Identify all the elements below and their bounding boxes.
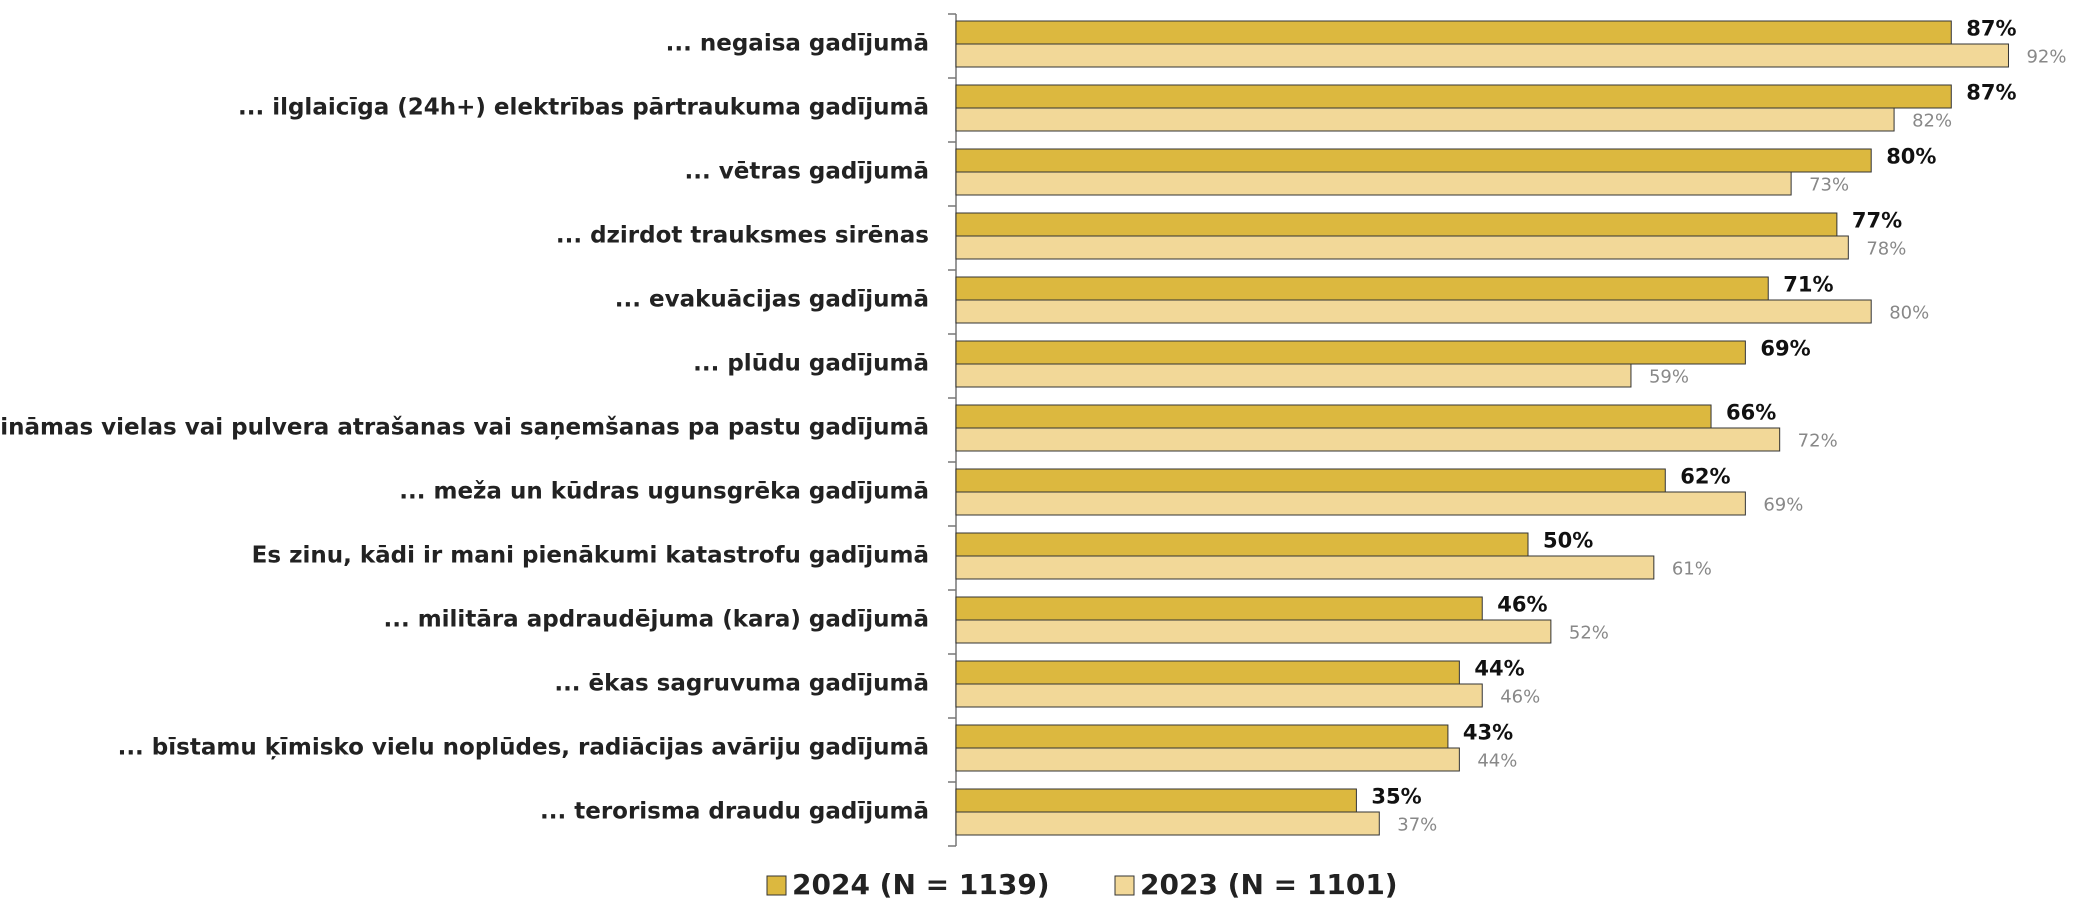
bar xyxy=(955,276,1769,301)
category-label: ... dzirdot trauksmes sirēnas xyxy=(556,223,929,249)
bar xyxy=(955,212,1838,237)
bar xyxy=(955,20,1952,45)
bar xyxy=(955,491,1746,516)
bar xyxy=(955,235,1849,260)
category-label: ... meža un kūdras ugunsgrēka gadījumā xyxy=(399,479,929,505)
value-label: 80% xyxy=(1886,145,1936,169)
legend-label: 2024 (N = 1139) xyxy=(792,868,1050,900)
value-label: 35% xyxy=(1371,785,1421,809)
value-label: 46% xyxy=(1500,687,1540,708)
category-label: ... evakuācijas gadījumā xyxy=(615,287,929,313)
value-label: 44% xyxy=(1477,751,1517,772)
bar xyxy=(955,555,1655,580)
value-label: 72% xyxy=(1798,431,1838,452)
category-label: ... militāra apdraudējuma (kara) gadījum… xyxy=(383,607,929,633)
bar xyxy=(955,619,1552,644)
category-label: ... plūdu gadījumā xyxy=(693,351,929,377)
bar xyxy=(955,724,1449,749)
value-label: 82% xyxy=(1912,111,1952,132)
value-label: 71% xyxy=(1783,273,1833,297)
bar xyxy=(955,788,1357,813)
value-label: 69% xyxy=(1763,495,1803,516)
bar xyxy=(955,107,1895,132)
bar xyxy=(955,363,1632,388)
value-label: 77% xyxy=(1852,209,1902,233)
bar xyxy=(955,148,1872,173)
value-label: 62% xyxy=(1680,465,1730,489)
value-label: 50% xyxy=(1543,529,1593,553)
bar xyxy=(955,299,1872,324)
category-label: ... ilglaicīga (24h+) elektrības pārtrau… xyxy=(238,95,929,121)
bar xyxy=(955,171,1792,196)
value-label: 73% xyxy=(1809,175,1849,196)
category-label: ... nezināmas vielas vai pulvera atrašan… xyxy=(0,415,929,441)
value-label: 43% xyxy=(1463,721,1513,745)
legend-swatch xyxy=(766,875,787,896)
legend-label: 2023 (N = 1101) xyxy=(1140,868,1398,900)
value-label: 66% xyxy=(1726,401,1776,425)
value-label: 80% xyxy=(1889,303,1929,324)
category-label: ... ēkas sagruvuma gadījumā xyxy=(554,671,929,697)
value-label: 92% xyxy=(2026,47,2066,68)
bar xyxy=(955,404,1712,429)
bar xyxy=(955,811,1380,836)
legend-swatch xyxy=(1114,875,1135,896)
value-label: 46% xyxy=(1497,593,1547,617)
bar xyxy=(955,596,1483,621)
bar xyxy=(955,747,1460,772)
bar xyxy=(955,532,1529,557)
category-label: Es zinu, kādi ir mani pienākumi katastro… xyxy=(252,543,929,569)
bar xyxy=(955,660,1460,685)
bar xyxy=(955,84,1952,109)
value-label: 52% xyxy=(1569,623,1609,644)
category-label: ... negaisa gadījumā xyxy=(666,31,929,57)
value-label: 61% xyxy=(1672,559,1712,580)
value-label: 78% xyxy=(1866,239,1906,260)
category-label: ... bīstamu ķīmisko vielu noplūdes, radi… xyxy=(118,735,929,761)
bar xyxy=(955,340,1746,365)
category-label: ... vētras gadījumā xyxy=(685,159,929,185)
bar xyxy=(955,683,1483,708)
bar xyxy=(955,427,1781,452)
bar xyxy=(955,43,2009,68)
value-label: 69% xyxy=(1760,337,1810,361)
value-label: 87% xyxy=(1966,17,2016,41)
value-label: 59% xyxy=(1649,367,1689,388)
value-label: 37% xyxy=(1397,815,1437,836)
value-label: 87% xyxy=(1966,81,2016,105)
bar xyxy=(955,468,1666,493)
value-label: 44% xyxy=(1474,657,1524,681)
category-label: ... terorisma draudu gadījumā xyxy=(540,799,929,825)
